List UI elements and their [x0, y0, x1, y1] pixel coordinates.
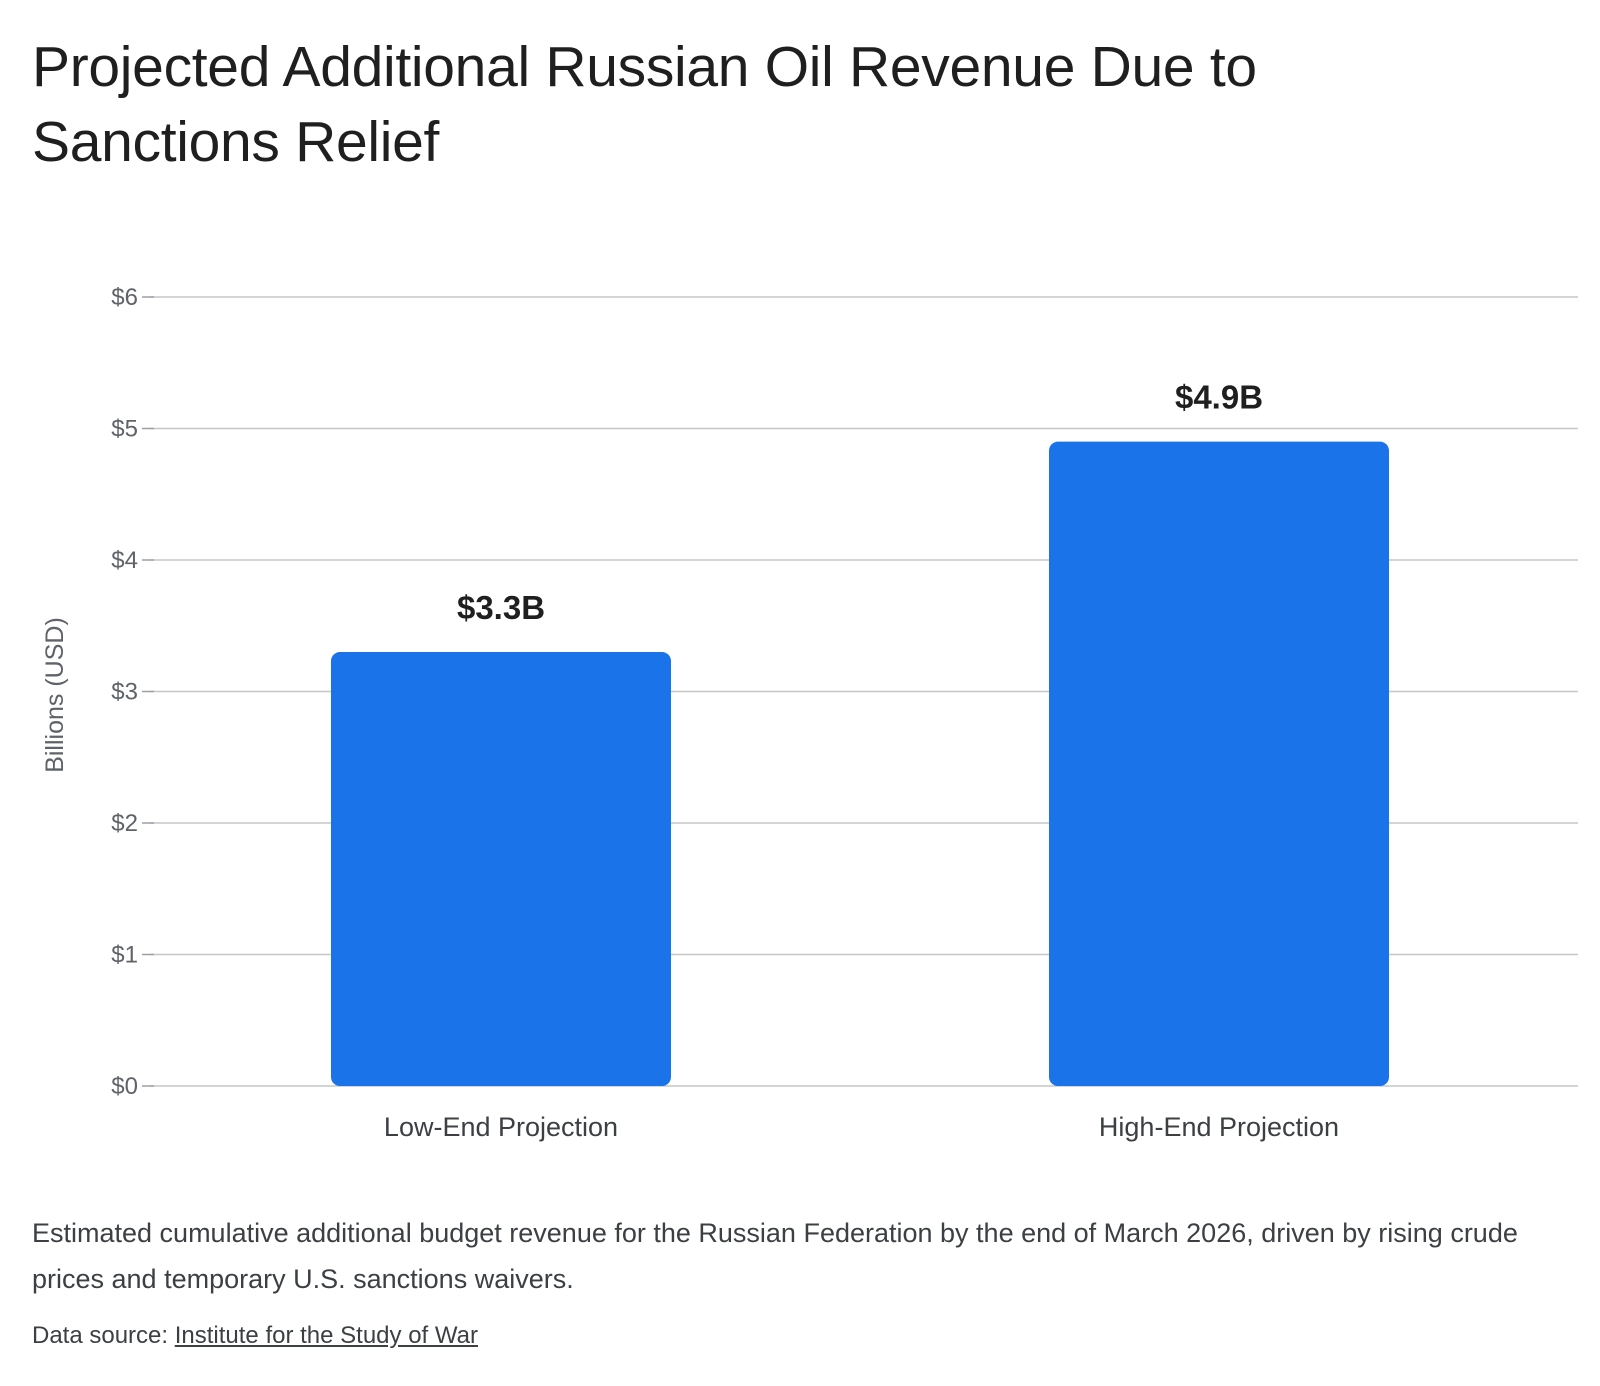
y-tick-label: $4	[111, 547, 138, 574]
bar	[1049, 441, 1389, 1086]
y-tick-label: $2	[111, 810, 138, 837]
bar	[331, 652, 671, 1086]
x-axis-ticks: Low-End Projection High-End Projection	[384, 1112, 1339, 1142]
data-source-link[interactable]: Institute for the Study of War	[174, 1322, 478, 1349]
chart-title: Projected Additional Russian Oil Revenue…	[32, 35, 1257, 174]
data-label: $4.9B	[1175, 379, 1263, 416]
y-axis-ticks: $0 $1 $2 $3 $4 $5 $6	[111, 284, 154, 1100]
y-tick-label: $3	[111, 679, 138, 706]
y-tick-label: $6	[111, 284, 138, 311]
chart-caption: Estimated cumulative additional budget r…	[32, 1218, 1518, 1294]
data-label: $3.3B	[457, 589, 545, 626]
y-axis-label: Billions (USD)	[41, 617, 69, 773]
data-source: Data source: Institute for the Study of …	[32, 1322, 478, 1350]
y-tick-label: $5	[111, 416, 138, 443]
data-source-prefix: Data source:	[32, 1322, 175, 1349]
bars	[331, 441, 1389, 1086]
y-tick-label: $1	[111, 942, 138, 969]
data-labels: $3.3B $4.9B	[457, 379, 1263, 626]
x-tick-label: High-End Projection	[1099, 1112, 1339, 1142]
y-tick-label: $0	[111, 1073, 138, 1100]
x-tick-label: Low-End Projection	[384, 1112, 618, 1142]
